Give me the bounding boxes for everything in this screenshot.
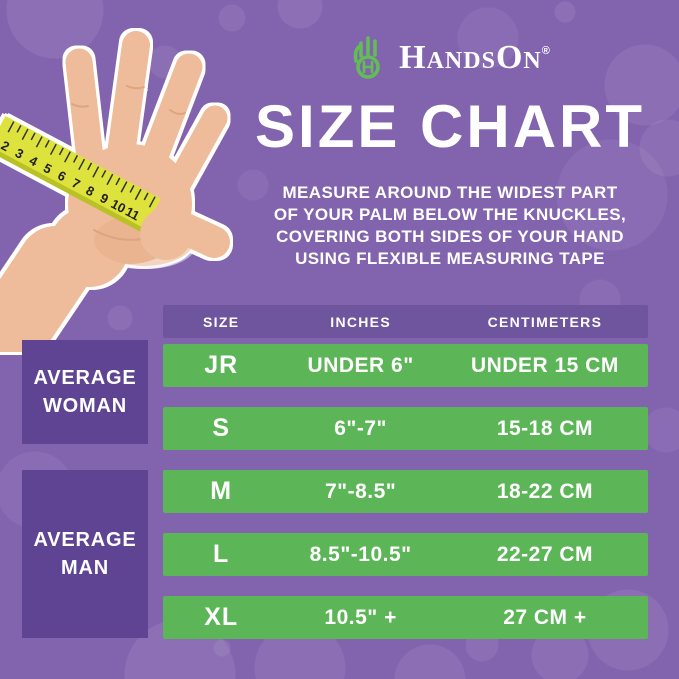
finger — [162, 105, 228, 203]
inches-cell: 10.5" + — [324, 605, 397, 629]
size-cell: JR — [204, 351, 239, 379]
table-row-m: M 7"-8.5" 18-22 CM — [163, 470, 648, 513]
tape-edge — [0, 145, 145, 234]
size-cell: XL — [204, 603, 239, 631]
column-header-inches: INCHES — [330, 313, 391, 330]
group-label-average-man: AVERAGE MAN — [22, 470, 148, 638]
brand-name: HandsOn® — [399, 41, 551, 75]
tape-number: 10 — [108, 196, 128, 216]
tape-band — [0, 115, 161, 233]
finger — [138, 53, 203, 178]
group-label-average-woman: AVERAGE WOMAN — [22, 340, 148, 444]
table-row-xl: XL 10.5" + 27 CM + — [163, 596, 648, 639]
measuring-tape: 2 3 4 5 6 7 8 9 10 11 — [0, 115, 161, 234]
forearm — [0, 226, 94, 352]
size-cell: S — [212, 414, 231, 442]
inches-cell: 7"-8.5" — [324, 479, 397, 503]
page-title: SIZE CHART — [255, 93, 645, 160]
instruction-line: OF YOUR PALM BELOW THE KNUCKLES, — [273, 205, 627, 224]
instruction-line: MEASURE AROUND THE WIDEST PART — [282, 183, 618, 202]
registered-trademark: ® — [541, 45, 551, 57]
centimeters-cell: UNDER 15 CM — [470, 353, 619, 377]
handson-hand-icon — [353, 36, 380, 79]
tape-tick-marks — [7, 121, 156, 208]
brand-name-text: HandsOn — [399, 39, 542, 76]
tape-number: 11 — [123, 204, 142, 224]
group-label-line: WOMAN — [43, 395, 127, 417]
measure-instructions: MEASURE AROUND THE WIDEST PART OF YOUR P… — [240, 182, 660, 270]
brand-logo: HandsOn® — [240, 32, 660, 84]
table-row-s: S 6"-7" 15-18 CM — [163, 407, 648, 450]
centimeters-cell: 15-18 CM — [496, 416, 594, 440]
size-cell: L — [213, 540, 230, 568]
finger — [65, 48, 105, 181]
size-cell: M — [210, 477, 233, 505]
table-header: SIZE INCHES CENTIMETERS — [163, 305, 648, 338]
hand-photo: 2 3 4 5 6 7 8 9 10 11 — [0, 31, 230, 352]
inches-cell: UNDER 6" — [307, 353, 414, 377]
group-label-line: AVERAGE — [33, 367, 137, 389]
centimeters-cell: 18-22 CM — [496, 479, 594, 503]
column-header-centimeters: CENTIMETERS — [487, 313, 603, 330]
finger — [107, 31, 150, 168]
instruction-line: USING FLEXIBLE MEASURING TAPE — [295, 249, 605, 268]
centimeters-cell: 27 CM + — [503, 605, 587, 629]
inches-cell: 8.5"-10.5" — [309, 542, 412, 566]
table-row-jr: JR UNDER 6" UNDER 15 CM — [163, 344, 648, 387]
inches-cell: 6"-7" — [334, 416, 387, 440]
centimeters-cell: 22-27 CM — [496, 542, 594, 566]
group-label-line: MAN — [61, 557, 109, 579]
column-header-size: SIZE — [203, 313, 240, 330]
instruction-line: COVERING BOTH SIDES OF YOUR HAND — [276, 227, 624, 246]
table-row-l: L 8.5"-10.5" 22-27 CM — [163, 533, 648, 576]
group-label-line: AVERAGE — [33, 529, 137, 551]
thumb — [150, 204, 230, 258]
